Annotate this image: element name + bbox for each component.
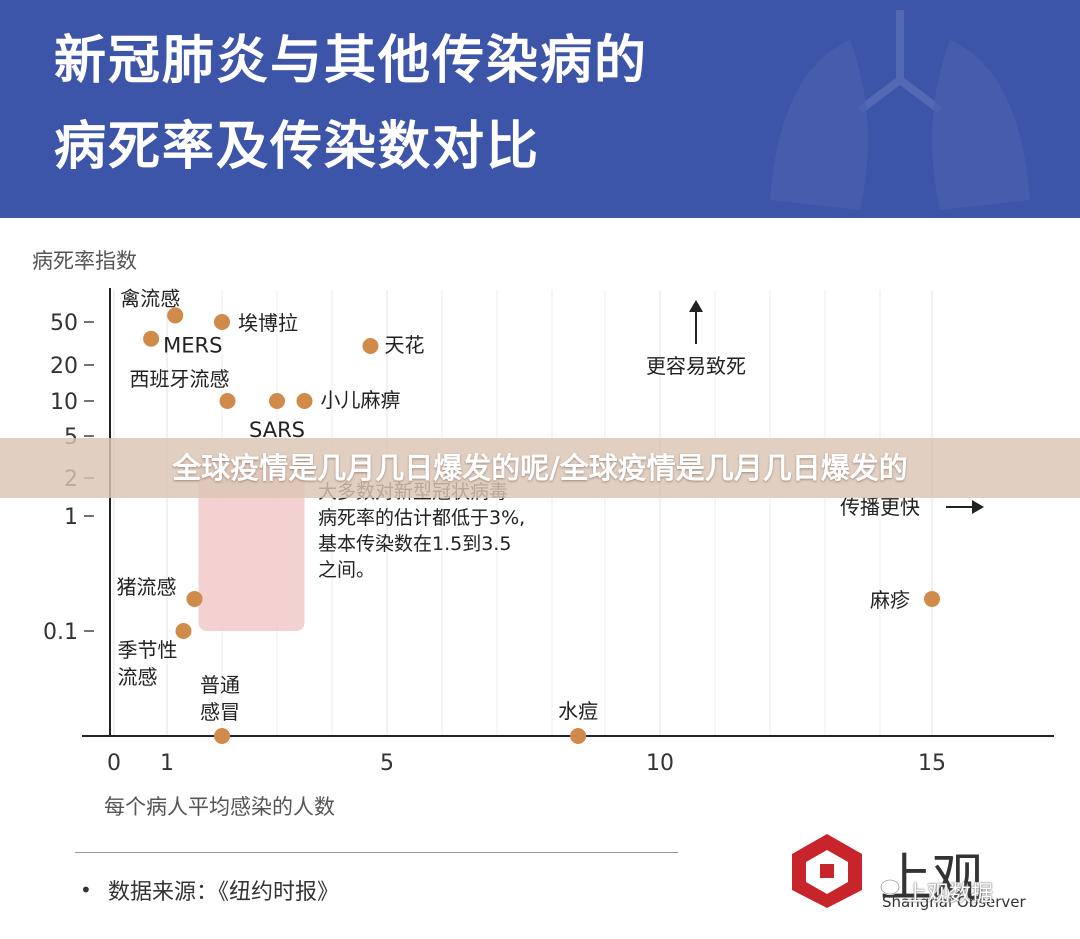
page-title-line2: 病死率及传染数对比: [54, 117, 541, 177]
data-point: [214, 728, 230, 744]
data-source: 数据来源：《纽约时报》: [108, 880, 340, 905]
data-label: 猪流感: [117, 575, 177, 599]
arrow-right-annotation: 传播更快: [840, 495, 984, 519]
data-label: 水痘: [558, 699, 598, 723]
data-point: [167, 307, 184, 324]
covid-region: [198, 459, 305, 631]
data-point: [214, 314, 230, 330]
note-line: 之间。: [318, 559, 375, 581]
arrow-up-annotation: 更容易致死: [646, 300, 746, 378]
lungs-icon: [770, 10, 1030, 210]
note-line: 病死率的估计都低于3%,: [318, 507, 525, 529]
data-label: 天花: [385, 333, 425, 357]
annotation-right: 传播更快: [840, 495, 920, 519]
x-tick-label: 1: [160, 751, 174, 776]
data-point: [570, 728, 587, 744]
arrow-right-icon: [972, 500, 984, 514]
source-bullet: •: [80, 878, 92, 902]
annotation-up: 更容易致死: [646, 354, 746, 378]
x-tick-label: 5: [380, 751, 394, 776]
data-point: [143, 330, 160, 347]
x-tick-label: 15: [918, 751, 946, 776]
shanghai-observer-logo-icon: [792, 834, 862, 908]
x-tick-label: 10: [646, 751, 674, 776]
note-line: 基本传染数在1.5到3.5: [318, 533, 511, 555]
logo-subtitle: Shanghai Observer: [882, 893, 1026, 911]
y-axis-label: 病死率指数: [32, 249, 137, 273]
header: 新冠肺炎与其他传染病的 病死率及传染数对比: [0, 0, 1080, 218]
data-point: [296, 393, 313, 409]
data-point: [186, 590, 203, 607]
y-tick-label: 0.1: [43, 620, 78, 645]
y-tick-label: 10: [50, 390, 78, 415]
y-tick-label: 20: [50, 354, 78, 379]
data-label: MERS: [163, 334, 222, 358]
data-label: 禽流感: [120, 286, 180, 310]
y-tick-label: 50: [50, 311, 78, 336]
data-point: [219, 393, 236, 409]
logo-text: 上观: [880, 849, 985, 909]
x-axis-label: 每个病人平均感染的人数: [104, 795, 335, 819]
data-label: 感冒: [200, 700, 240, 724]
page-title-line1: 新冠肺炎与其他传染病的: [54, 31, 649, 91]
data-point: [924, 590, 940, 607]
x-tick-label: 0: [107, 751, 121, 776]
data-label: 埃博拉: [238, 311, 298, 335]
data-point: [175, 623, 192, 639]
overlay-banner-text: 全球疫情是几月几日爆发的呢/全球疫情是几月几日爆发的: [172, 451, 908, 485]
data-label: 普通: [200, 673, 240, 697]
footer-divider: [75, 852, 678, 853]
data-label: 西班牙流感: [130, 367, 230, 391]
data-label: 流感: [118, 665, 158, 689]
data-label: 季节性: [118, 638, 178, 662]
data-label: 小儿麻痹: [321, 388, 401, 412]
data-label: 麻疹: [870, 588, 910, 612]
overlay-banner-bg: [0, 438, 1080, 498]
watermark: 上观数据: [905, 882, 994, 907]
data-point: [362, 337, 379, 354]
arrow-up-icon: [689, 300, 703, 312]
wechat-icon: [880, 879, 900, 895]
data-point: [269, 393, 285, 409]
y-tick-label: 1: [64, 505, 78, 530]
